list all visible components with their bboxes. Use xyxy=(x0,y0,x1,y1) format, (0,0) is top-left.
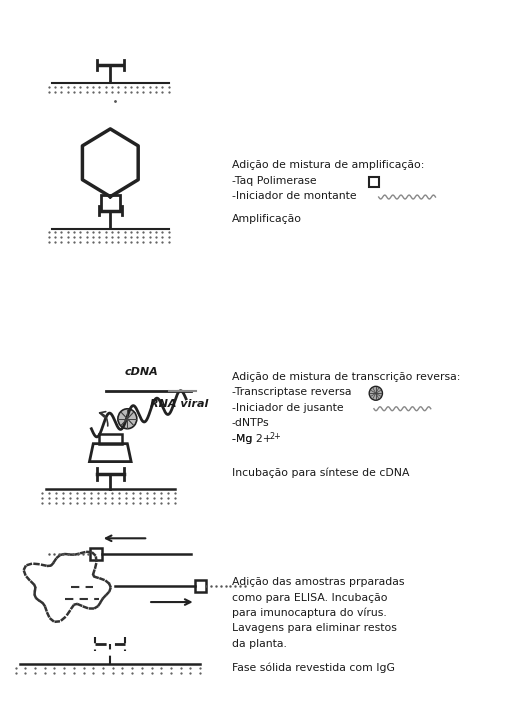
Text: cDNA: cDNA xyxy=(125,367,158,377)
Text: -Iniciador de montante: -Iniciador de montante xyxy=(232,191,356,201)
Circle shape xyxy=(118,409,137,429)
Text: RNA viral: RNA viral xyxy=(150,398,208,409)
Text: -Transcriptase reversa: -Transcriptase reversa xyxy=(232,387,351,397)
Text: para imunocaptura do vírus.: para imunocaptura do vírus. xyxy=(232,608,387,618)
Text: 2+: 2+ xyxy=(270,432,281,441)
Text: Amplificação: Amplificação xyxy=(232,214,302,224)
Text: -Mg: -Mg xyxy=(232,434,256,444)
Text: -Iniciador de jusante: -Iniciador de jusante xyxy=(232,403,344,413)
Bar xyxy=(99,434,122,444)
Bar xyxy=(369,177,379,187)
Text: -Taq Polimerase: -Taq Polimerase xyxy=(232,176,316,186)
Text: Fase sólida revestida com IgG: Fase sólida revestida com IgG xyxy=(232,663,395,673)
Text: Adição de mistura de amplificação:: Adição de mistura de amplificação: xyxy=(232,160,424,170)
Bar xyxy=(90,549,102,560)
Text: como para ELISA. Incubação: como para ELISA. Incubação xyxy=(232,592,387,602)
Text: -dNTPs: -dNTPs xyxy=(232,418,270,428)
Text: -Mg 2+: -Mg 2+ xyxy=(232,434,272,444)
Text: da planta.: da planta. xyxy=(232,638,287,648)
Text: Adição de mistura de transcrição reversa:: Adição de mistura de transcrição reversa… xyxy=(232,372,460,382)
Bar xyxy=(195,580,206,592)
Bar xyxy=(101,195,120,210)
Text: Adição das amostras prparadas: Adição das amostras prparadas xyxy=(232,577,405,587)
Text: Lavagens para eliminar restos: Lavagens para eliminar restos xyxy=(232,623,397,633)
Circle shape xyxy=(369,386,382,400)
Text: Incubação para síntese de cDNA: Incubação para síntese de cDNA xyxy=(232,467,409,478)
